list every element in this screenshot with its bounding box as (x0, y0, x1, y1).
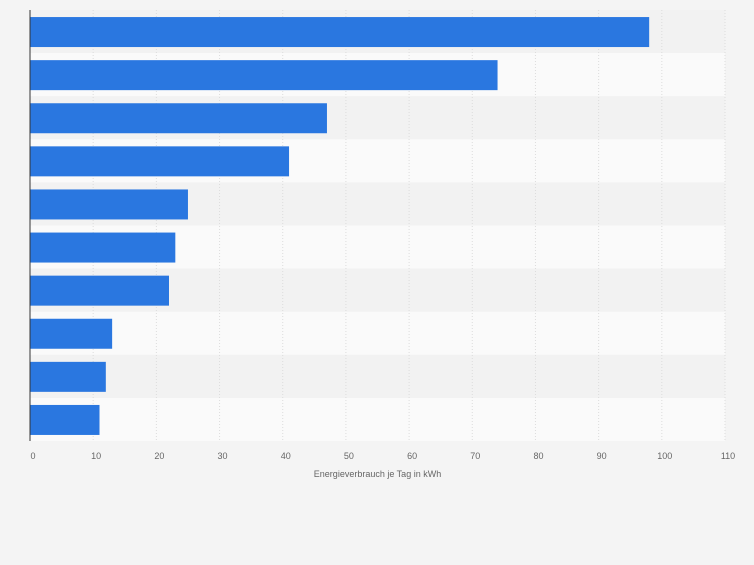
x-tick-label: 30 (218, 451, 228, 461)
x-tick-label: 100 (657, 451, 672, 461)
row-band (30, 311, 725, 355)
row-band (30, 354, 725, 398)
x-axis-label: Energieverbrauch je Tag in kWh (314, 469, 441, 479)
x-tick-label: 60 (407, 451, 417, 461)
bar[interactable] (30, 275, 169, 306)
bar[interactable] (30, 60, 498, 91)
x-tick-label: 20 (154, 451, 164, 461)
x-tick-label: 110 (721, 451, 735, 461)
bar[interactable] (30, 232, 176, 263)
bar[interactable] (30, 103, 327, 134)
row-band (30, 397, 725, 441)
bar[interactable] (30, 318, 113, 349)
x-tick-label: 90 (597, 451, 607, 461)
bar[interactable] (30, 404, 100, 435)
bar[interactable] (30, 361, 106, 392)
x-tick-label: 80 (533, 451, 543, 461)
x-tick-label: 10 (91, 451, 101, 461)
x-axis-ticks: 0 10 20 30 40 50 60 70 80 90 100 110 (30, 451, 735, 461)
x-tick-label: 70 (470, 451, 480, 461)
bar[interactable] (30, 189, 188, 220)
x-tick-label: 50 (344, 451, 354, 461)
bar[interactable] (30, 17, 650, 48)
x-tick-label: 40 (281, 451, 291, 461)
bars (30, 17, 650, 435)
bar[interactable] (30, 146, 290, 177)
x-tick-label: 0 (30, 451, 35, 461)
